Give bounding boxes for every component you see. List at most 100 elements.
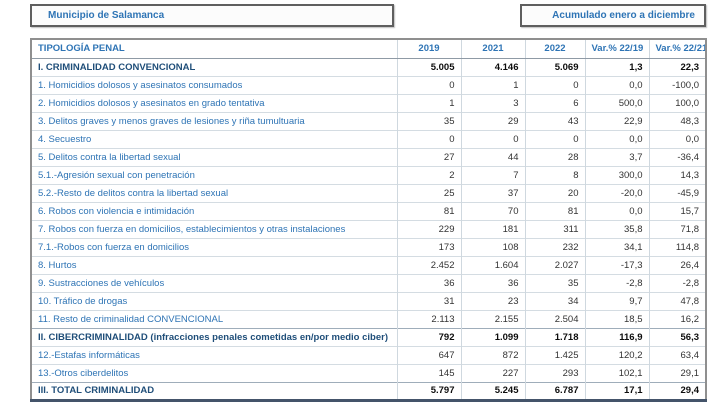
row-value: 1.425 <box>524 345 585 364</box>
row-value: 2.155 <box>460 309 525 328</box>
row-value: 47,8 <box>648 291 706 310</box>
row-value: 34,1 <box>584 237 649 256</box>
row-value: 26,4 <box>648 255 706 274</box>
row-value: 28 <box>524 147 585 166</box>
row-value: 14,3 <box>648 165 706 184</box>
row-value: 20 <box>524 183 585 202</box>
row-value: 18,5 <box>584 309 649 328</box>
row-label: 9. Sustracciones de vehículos <box>31 273 397 292</box>
row-label: 3. Delitos graves y menos graves de lesi… <box>31 111 397 130</box>
table-header-row: TIPOLOGÍA PENAL 2019 2021 2022 Var.% 22/… <box>31 39 706 59</box>
row-value: 35 <box>396 111 461 130</box>
row-value: 232 <box>524 237 585 256</box>
row-label: 7.1.-Robos con fuerza en domicilios <box>31 237 397 256</box>
row-value: 1.718 <box>524 327 585 346</box>
row-value: 0 <box>396 129 461 148</box>
row-value: -36,4 <box>648 147 706 166</box>
row-value: 9,7 <box>584 291 649 310</box>
row-value: 2.113 <box>396 309 461 328</box>
row-value: 44 <box>460 147 525 166</box>
table-row: 8. Hurtos 2.452 1.604 2.027 -17,3 26,4 <box>31 255 706 274</box>
row-value: 48,3 <box>648 111 706 130</box>
row-value: 81 <box>524 201 585 220</box>
table-row: 5.1.-Agresión sexual con penetración 2 7 8 3… <box>31 165 706 184</box>
table-row: 5. Delitos contra la libertad sexual 27 44… <box>31 147 706 166</box>
table-body: I. CRIMINALIDAD CONVENCIONAL 5.005 4.146 5.… <box>31 58 706 400</box>
row-value: -2,8 <box>584 273 649 292</box>
row-label: 5. Delitos contra la libertad sexual <box>31 147 397 166</box>
table-row: 9. Sustracciones de vehículos 36 36 35 -2,8-… <box>31 273 706 292</box>
row-value: 0 <box>396 75 461 94</box>
row-value: -2,8 <box>648 273 706 292</box>
row-value: 31 <box>396 291 461 310</box>
row-value: 23 <box>460 291 525 310</box>
col-header-tipologia-penal: TIPOLOGÍA PENAL <box>31 39 397 59</box>
col-header-var-22-19: Var.% 22/19 <box>584 39 649 59</box>
table-row: 7.1.-Robos con fuerza en domicilios 173 10… <box>31 237 706 256</box>
row-value: 15,7 <box>648 201 706 220</box>
row-value: 16,2 <box>648 309 706 328</box>
row-value: 29 <box>460 111 525 130</box>
row-value: 100,0 <box>648 93 706 112</box>
row-value: -45,9 <box>648 183 706 202</box>
row-label: 13.-Otros ciberdelitos <box>31 363 397 382</box>
row-value: 311 <box>524 219 585 238</box>
row-value: 5.005 <box>396 58 461 76</box>
row-value: 229 <box>396 219 461 238</box>
row-value: 17,1 <box>584 381 649 400</box>
row-label: 6. Robos con violencia e intimidación <box>31 201 397 220</box>
row-value: 2.027 <box>524 255 585 274</box>
row-label: 11. Resto de criminalidad CONVENCIONAL <box>31 309 397 328</box>
row-value: 293 <box>524 363 585 382</box>
table-row: 13.-Otros ciberdelitos 145 227 293 102,1 29,1 <box>31 363 706 382</box>
row-value: 5.069 <box>524 58 585 76</box>
table-row: 11. Resto de criminalidad CONVENCIONAL 2.… <box>31 309 706 328</box>
row-value: 22,3 <box>648 58 706 76</box>
row-value: 37 <box>460 183 525 202</box>
row-label: 4. Secuestro <box>31 129 397 148</box>
row-value: 3,7 <box>584 147 649 166</box>
row-value: 29,1 <box>648 363 706 382</box>
row-value: 227 <box>460 363 525 382</box>
row-value: -100,0 <box>648 75 706 94</box>
row-label: I. CRIMINALIDAD CONVENCIONAL <box>38 61 196 73</box>
row-label: 12.-Estafas informáticas <box>31 345 397 364</box>
row-value: -20,0 <box>584 183 649 202</box>
row-value: 1.604 <box>460 255 525 274</box>
row-label: II. CIBERCRIMINALIDAD (infracciones pena… <box>31 327 397 346</box>
table-row: 1. Homicidios dolosos y asesinatos consu… <box>31 75 706 94</box>
row-label: 5.1.-Agresión sexual con penetración <box>31 165 397 184</box>
row-value: 3 <box>460 93 525 112</box>
row-value: 43 <box>524 111 585 130</box>
municipality-box: Municipio de Salamanca <box>30 4 394 27</box>
row-value: 0 <box>524 75 585 94</box>
row-value: -17,3 <box>584 255 649 274</box>
row-label: III. TOTAL CRIMINALIDAD <box>31 381 397 400</box>
table-row: 3. Delitos graves y menos graves de lesi… <box>31 111 706 130</box>
row-value: 108 <box>460 237 525 256</box>
row-value: 6.787 <box>524 381 585 400</box>
row-value: 4.146 <box>460 58 525 76</box>
row-value: 181 <box>460 219 525 238</box>
row-value: 1 <box>396 93 461 112</box>
municipality-label: Municipio de Salamanca <box>48 10 165 21</box>
row-value: 56,3 <box>648 327 706 346</box>
table-row: 6. Robos con violencia e intimidación 81 7… <box>31 201 706 220</box>
row-value: 647 <box>396 345 461 364</box>
row-label: 10. Tráfico de drogas <box>31 291 397 310</box>
row-value: 63,4 <box>648 345 706 364</box>
row-value: 116,9 <box>584 327 649 346</box>
row-value: 22,9 <box>584 111 649 130</box>
row-value: 1,3 <box>584 58 649 76</box>
row-label: 2. Homicidios dolosos y asesinatos en gr… <box>31 93 397 112</box>
row-value: 29,4 <box>648 381 706 400</box>
col-header-var-22-21: Var.% 22/21 <box>648 39 706 59</box>
table-row: II. CIBERCRIMINALIDAD (infracciones pena… <box>31 327 706 346</box>
table-row: 5.2.-Resto de delitos contra la libertad… <box>31 183 706 202</box>
row-value: 145 <box>396 363 461 382</box>
table-row: 7. Robos con fuerza en domicilios, estab… <box>31 219 706 238</box>
row-value: 500,0 <box>584 93 649 112</box>
row-value: 35 <box>524 273 585 292</box>
row-label: 1. Homicidios dolosos y asesinatos consu… <box>31 75 397 94</box>
period-box: Acumulado enero a diciembre <box>520 4 706 27</box>
